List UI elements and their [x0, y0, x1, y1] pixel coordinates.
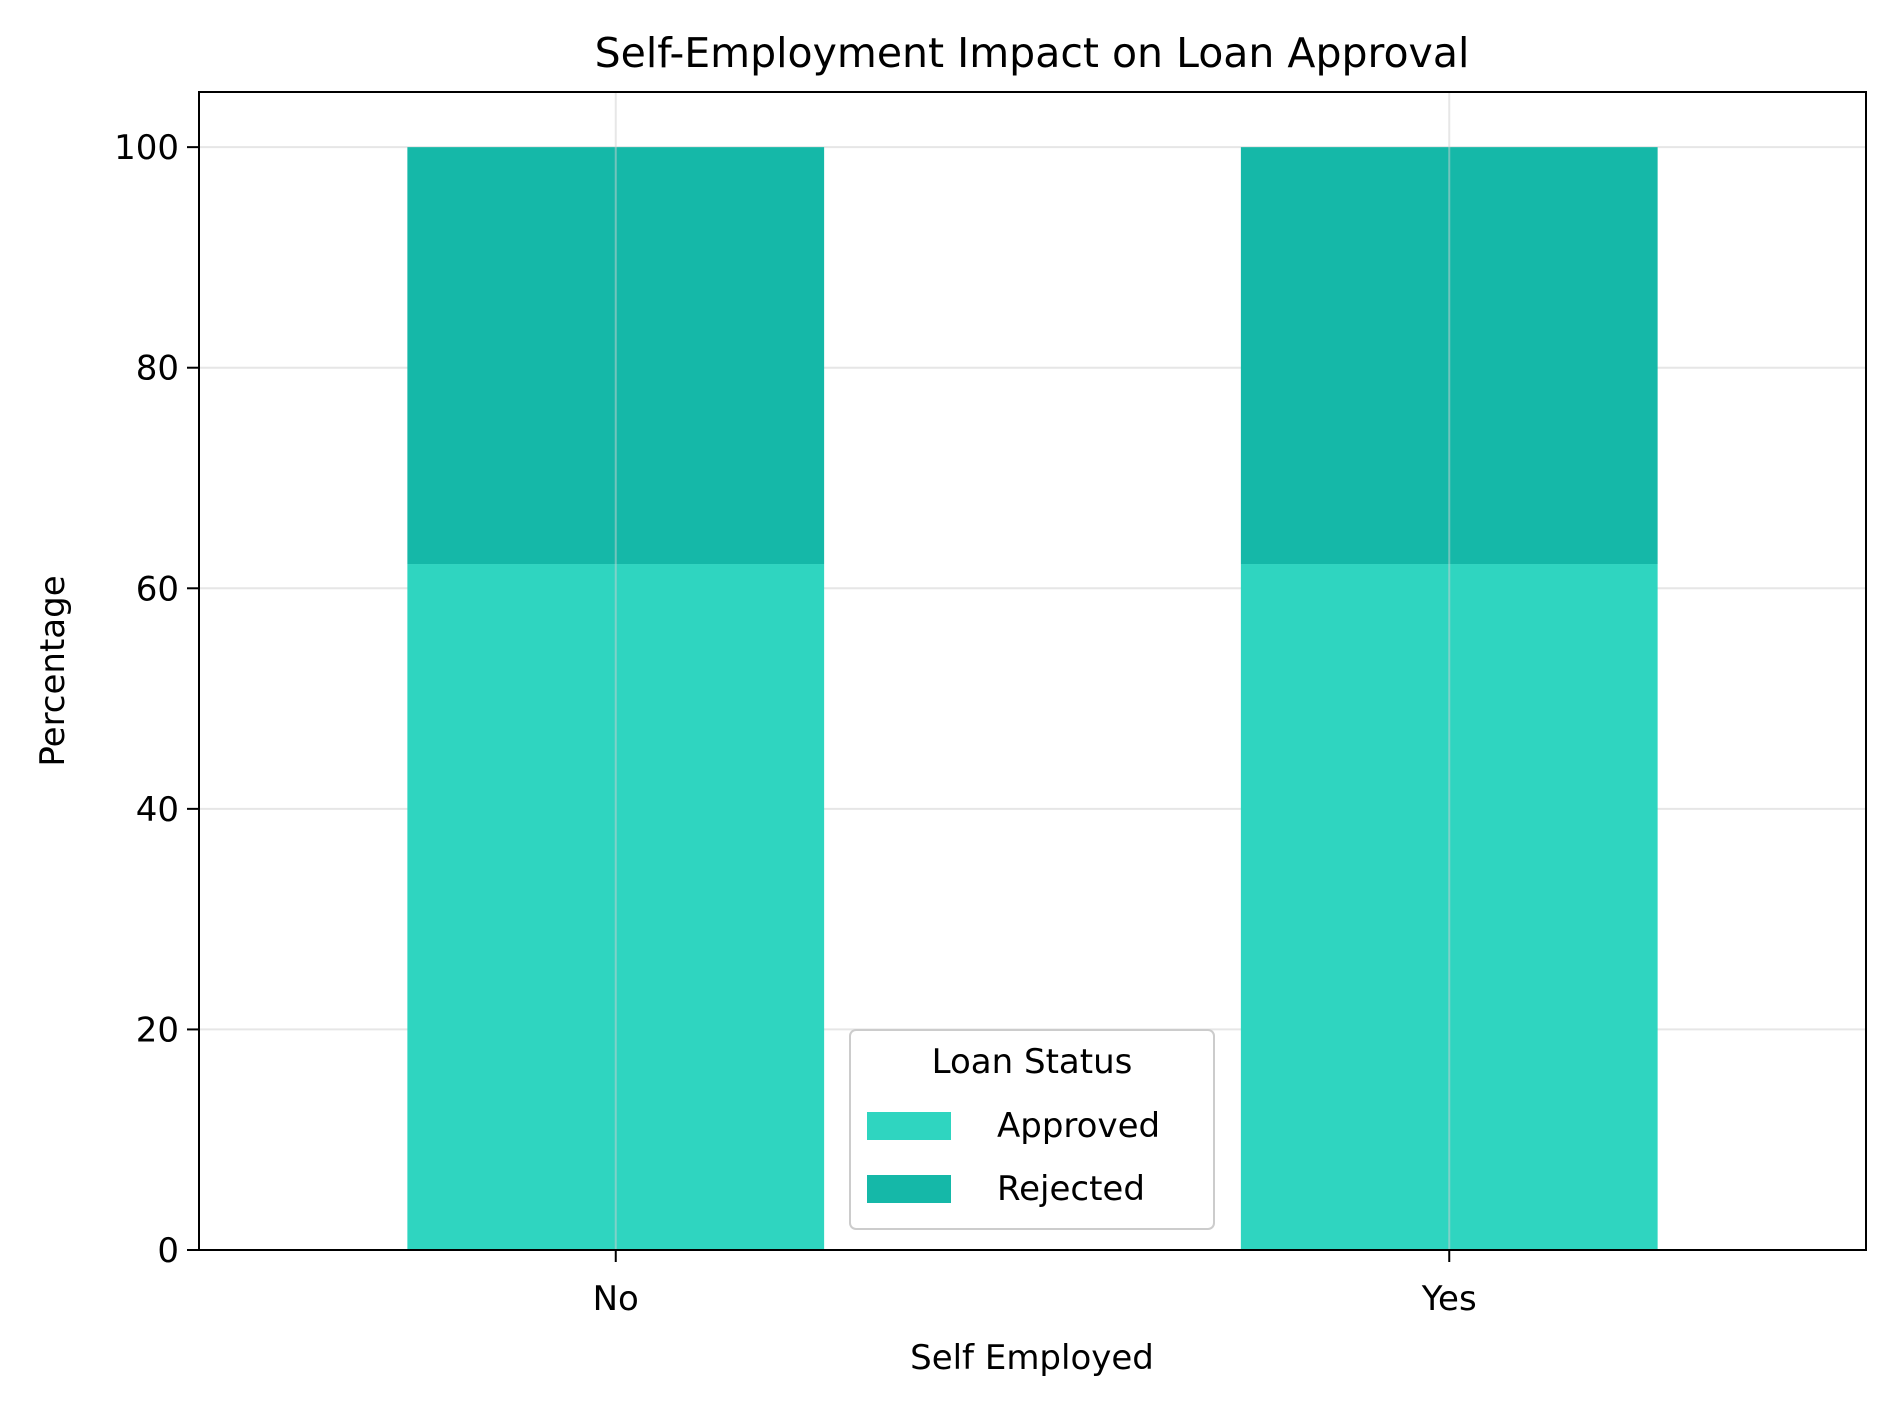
y-tick-label: 100 — [114, 128, 179, 168]
x-tick-label: No — [593, 1279, 639, 1319]
legend-swatch-rejected — [867, 1175, 951, 1203]
y-tick-label: 0 — [157, 1231, 179, 1271]
legend-label-approved: Approved — [997, 1106, 1160, 1146]
legend-label-rejected: Rejected — [997, 1169, 1145, 1209]
legend-title: Loan Status — [932, 1042, 1133, 1082]
vertical-grid — [614, 92, 1451, 1250]
y-tick-label: 40 — [136, 790, 179, 830]
y-tick-label: 20 — [136, 1010, 179, 1050]
legend-items: Approved Rejected — [867, 1106, 1160, 1209]
legend: Loan Status Approved Rejected — [849, 1029, 1215, 1230]
x-axis-label: Self Employed — [910, 1338, 1154, 1378]
plot-frame — [198, 91, 1867, 1251]
x-tick-label: Yes — [1421, 1279, 1477, 1319]
y-tick-label: 60 — [136, 569, 179, 609]
y-axis: 0 20 40 60 80 100 — [114, 128, 199, 1271]
x-axis: No Yes — [593, 1250, 1477, 1319]
legend-swatch-approved — [867, 1112, 951, 1140]
y-tick-label: 80 — [136, 349, 179, 389]
chart-title: Self-Employment Impact on Loan Approval — [595, 29, 1470, 77]
y-axis-label: Percentage — [33, 575, 73, 766]
